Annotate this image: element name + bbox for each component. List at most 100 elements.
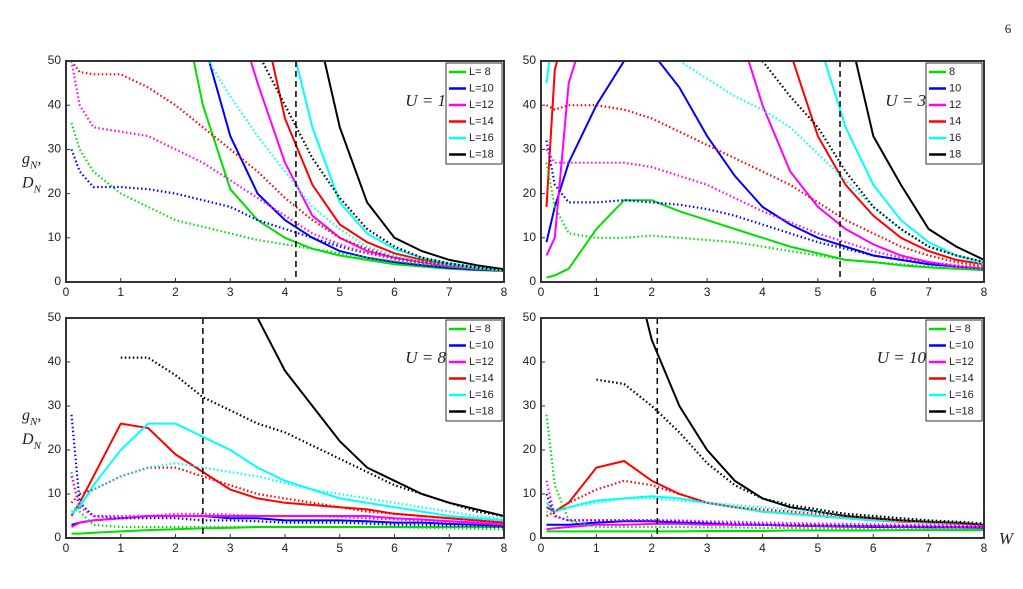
dotted-line bbox=[70, 462, 504, 520]
x-tick-label: 8 bbox=[501, 541, 508, 555]
annotation: U = 8 bbox=[405, 348, 446, 367]
x-axis-label: W bbox=[999, 529, 1015, 548]
dotted-line bbox=[70, 466, 504, 524]
line bbox=[208, 61, 504, 272]
page-number: 6 bbox=[1005, 21, 1012, 36]
legend-label: L= 8 bbox=[469, 66, 491, 78]
y-tick-label: 20 bbox=[523, 442, 537, 456]
x-tick-label: 8 bbox=[981, 285, 988, 299]
y-tick-label: 50 bbox=[523, 310, 537, 324]
x-tick-label: 1 bbox=[117, 285, 124, 299]
y-tick-label: 50 bbox=[48, 310, 62, 324]
x-tick-label: 4 bbox=[759, 285, 766, 299]
x-tick-label: 0 bbox=[63, 541, 70, 555]
x-tick-label: 1 bbox=[593, 285, 600, 299]
legend-label: 12 bbox=[949, 99, 961, 111]
y-axis-label: gN, bbox=[22, 150, 41, 171]
legend-label: L= 8 bbox=[469, 323, 491, 335]
y-axis-label-part: D bbox=[21, 174, 34, 191]
x-tick-label: 6 bbox=[391, 285, 398, 299]
legend-label: L=18 bbox=[949, 405, 974, 417]
y-tick-label: 0 bbox=[54, 274, 61, 288]
annotation: U = 10 bbox=[877, 348, 927, 367]
legend-label: L=12 bbox=[469, 99, 494, 111]
x-tick-label: 5 bbox=[815, 541, 822, 555]
legend-label: L=10 bbox=[469, 82, 494, 94]
line bbox=[70, 422, 504, 524]
x-tick-label: 6 bbox=[870, 285, 877, 299]
y-axis-label-part: , bbox=[37, 407, 41, 424]
y-axis-label-part: N bbox=[33, 183, 42, 195]
x-tick-label: 5 bbox=[336, 285, 343, 299]
y-tick-label: 40 bbox=[48, 97, 62, 111]
legend-label: 10 bbox=[949, 82, 961, 94]
y-tick-label: 40 bbox=[48, 354, 62, 368]
legend-label: 16 bbox=[949, 132, 961, 144]
x-tick-label: 1 bbox=[593, 541, 600, 555]
y-tick-label: 10 bbox=[48, 230, 62, 244]
line bbox=[323, 61, 504, 271]
y-tick-label: 20 bbox=[523, 186, 537, 200]
x-tick-label: 2 bbox=[648, 285, 655, 299]
legend-label: L=12 bbox=[469, 356, 494, 368]
y-axis-label-part: N bbox=[29, 159, 38, 171]
y-tick-label: 30 bbox=[48, 142, 62, 156]
y-axis-label-part: g bbox=[22, 407, 30, 424]
x-tick-label: 7 bbox=[446, 285, 453, 299]
x-tick-label: 8 bbox=[981, 541, 988, 555]
y-tick-label: 30 bbox=[523, 398, 537, 412]
y-axis-label-part: N bbox=[29, 416, 38, 428]
y-tick-label: 50 bbox=[48, 53, 62, 67]
legend-label: L=12 bbox=[949, 356, 974, 368]
dotted-line bbox=[545, 104, 984, 268]
legend-label: L=10 bbox=[949, 339, 974, 351]
y-tick-label: 0 bbox=[529, 530, 536, 544]
x-tick-label: 7 bbox=[925, 285, 932, 299]
legend-label: L=16 bbox=[469, 389, 494, 401]
y-tick-label: 10 bbox=[523, 230, 537, 244]
dotted-line bbox=[545, 414, 984, 531]
x-tick-label: 5 bbox=[336, 541, 343, 555]
dotted-line bbox=[545, 140, 984, 270]
line bbox=[546, 529, 984, 533]
legend-label: L= 8 bbox=[949, 323, 971, 335]
dotted-line bbox=[546, 497, 984, 525]
x-tick-label: 4 bbox=[282, 285, 289, 299]
legend-label: L=10 bbox=[469, 339, 494, 351]
y-axis-label-part: D bbox=[21, 431, 34, 448]
dotted-line bbox=[260, 61, 504, 272]
legend-label: L=14 bbox=[469, 372, 494, 384]
x-tick-label: 0 bbox=[63, 285, 70, 299]
line bbox=[545, 61, 984, 270]
annotation: U = 3 bbox=[885, 91, 926, 110]
y-tick-label: 0 bbox=[54, 530, 61, 544]
x-tick-label: 1 bbox=[117, 541, 124, 555]
dotted-line bbox=[70, 414, 504, 529]
legend-box bbox=[925, 319, 983, 422]
x-tick-label: 5 bbox=[815, 285, 822, 299]
legend-box bbox=[925, 62, 983, 165]
legend-label: L=14 bbox=[469, 115, 494, 127]
y-axis-label: DN bbox=[21, 431, 42, 452]
y-tick-label: 30 bbox=[523, 142, 537, 156]
y-tick-label: 10 bbox=[48, 486, 62, 500]
legend-label: 18 bbox=[949, 148, 961, 160]
dotted-line bbox=[70, 61, 504, 272]
y-axis-label-part: , bbox=[37, 150, 41, 167]
legend-box bbox=[445, 62, 503, 165]
x-tick-label: 3 bbox=[227, 541, 234, 555]
x-tick-label: 7 bbox=[925, 541, 932, 555]
x-tick-label: 6 bbox=[391, 541, 398, 555]
y-tick-label: 40 bbox=[523, 97, 537, 111]
annotation: U = 1 bbox=[405, 91, 446, 110]
y-axis-label-part: N bbox=[33, 440, 42, 452]
line bbox=[854, 61, 984, 261]
plot-area bbox=[541, 318, 984, 538]
dotted-line bbox=[207, 61, 504, 272]
dotted-line bbox=[545, 148, 984, 269]
legend-box bbox=[445, 319, 503, 422]
x-tick-label: 0 bbox=[538, 541, 545, 555]
x-tick-label: 2 bbox=[648, 541, 655, 555]
y-tick-label: 20 bbox=[48, 442, 62, 456]
